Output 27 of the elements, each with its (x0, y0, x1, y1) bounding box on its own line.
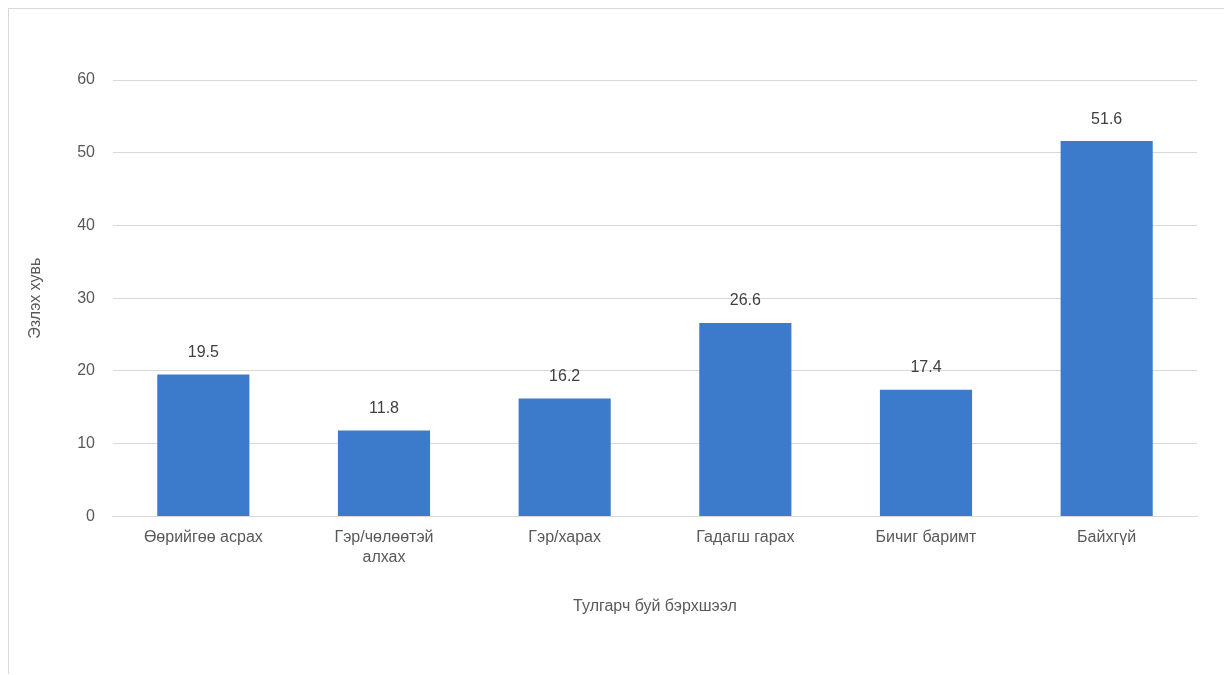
y-tick-label: 30 (77, 288, 96, 306)
data-label: 19.5 (187, 342, 219, 360)
data-label: 26.6 (729, 291, 761, 309)
y-tick-label: 20 (77, 361, 96, 379)
x-tick-label: Байхгүй (1077, 528, 1137, 546)
y-tick-label: 0 (86, 506, 96, 524)
bar (1060, 141, 1153, 516)
data-label: 11.8 (369, 398, 400, 416)
x-tick-label: Гадагш гарах (696, 528, 795, 546)
data-label: 17.4 (910, 358, 942, 376)
bar (879, 389, 973, 516)
bar (518, 398, 611, 516)
data-label: 51.6 (1091, 109, 1123, 127)
y-tick-label: 10 (77, 434, 96, 452)
y-axis-title: Эзлэх хувь (26, 257, 44, 339)
y-tick-label: 40 (77, 215, 96, 233)
x-axis-title: Тулгарч буй бэрхшээл (573, 596, 737, 614)
x-tick-label: Гэр/харах (528, 528, 602, 546)
data-label: 16.2 (549, 366, 581, 384)
bar (337, 430, 431, 516)
x-tick-label: Бичиг баримт (875, 528, 978, 546)
y-tick-label: 60 (77, 70, 96, 88)
bar (157, 374, 250, 516)
x-tick-label: Өөрийгөө асрах (143, 528, 263, 546)
bar (699, 322, 792, 516)
x-tick-label: Гэр/чөлөөтэй алхах (334, 528, 434, 565)
y-tick-label: 50 (77, 143, 96, 161)
